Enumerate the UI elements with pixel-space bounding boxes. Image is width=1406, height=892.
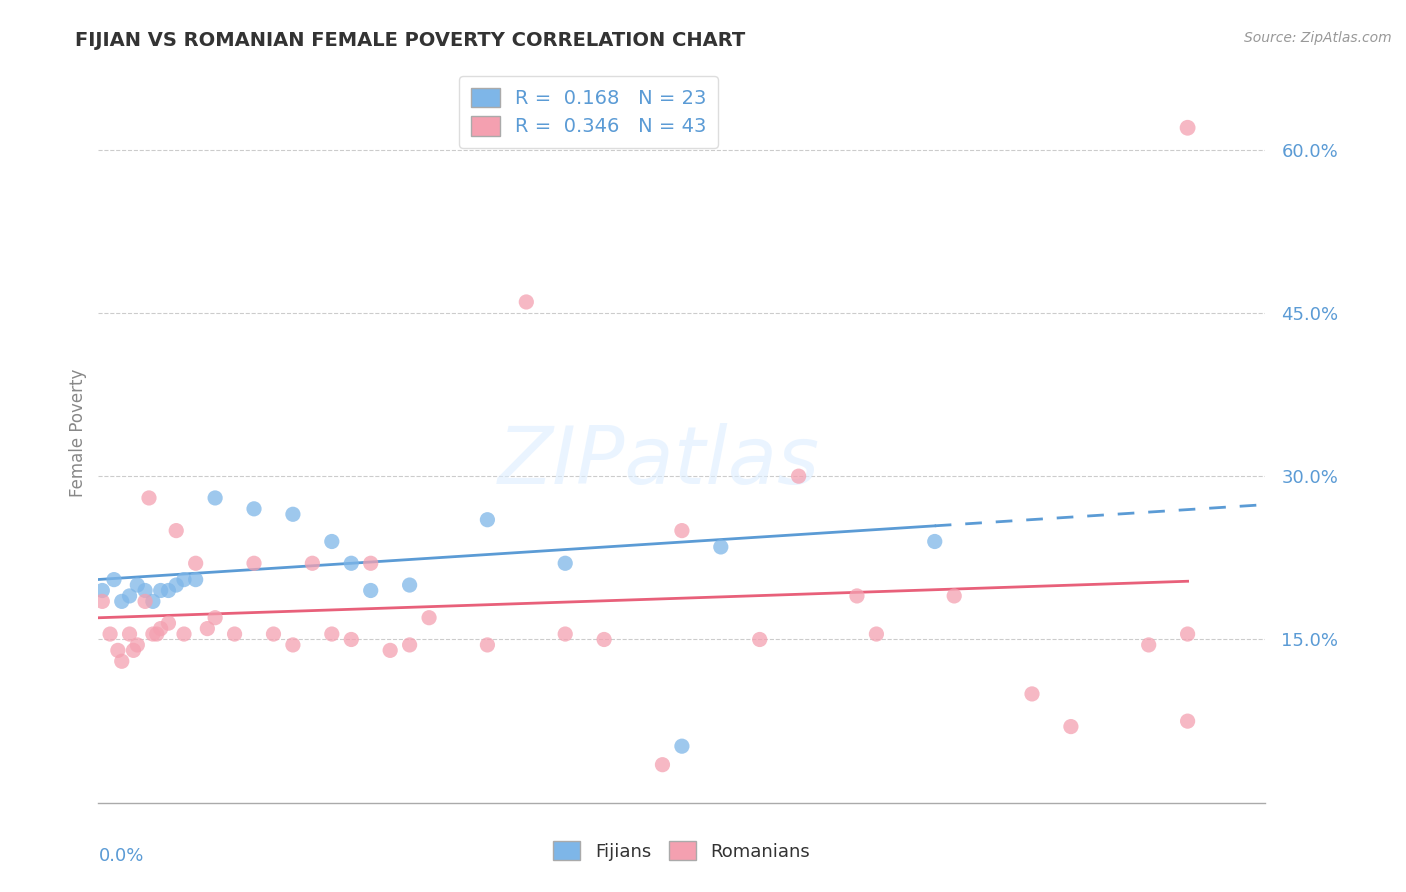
Point [1177, 627, 1199, 641]
Point [281, 508, 304, 522]
Point [398, 578, 420, 592]
Point [321, 534, 343, 549]
Point [157, 616, 180, 631]
Point [146, 627, 169, 641]
Point [184, 573, 207, 587]
Point [138, 491, 160, 505]
Text: ZIPatlas: ZIPatlas [498, 423, 820, 501]
Point [380, 643, 402, 657]
Text: Source: ZipAtlas.com: Source: ZipAtlas.com [1244, 31, 1392, 45]
Point [865, 627, 887, 641]
Point [846, 589, 869, 603]
Point [134, 583, 156, 598]
Point [111, 594, 134, 608]
Point [122, 643, 145, 657]
Point [165, 578, 187, 592]
Point [477, 638, 499, 652]
Point [651, 757, 673, 772]
Point [924, 534, 946, 549]
Text: FIJIAN VS ROMANIAN FEMALE POVERTY CORRELATION CHART: FIJIAN VS ROMANIAN FEMALE POVERTY CORREL… [75, 30, 745, 50]
Point [710, 540, 733, 554]
Point [1021, 687, 1043, 701]
Point [281, 638, 304, 652]
Point [118, 589, 141, 603]
Point [149, 622, 172, 636]
Point [173, 627, 195, 641]
Point [418, 611, 440, 625]
Point [321, 627, 343, 641]
Point [554, 556, 576, 570]
Point [515, 295, 537, 310]
Point [195, 622, 218, 636]
Point [243, 556, 266, 570]
Point [204, 611, 226, 625]
Point [157, 583, 180, 598]
Point [224, 627, 246, 641]
Point [111, 654, 134, 668]
Point [142, 594, 165, 608]
Point [943, 589, 966, 603]
Point [593, 632, 616, 647]
Point [118, 627, 141, 641]
Point [1137, 638, 1160, 652]
Point [301, 556, 323, 570]
Legend: Fijians, Romanians: Fijians, Romanians [546, 834, 818, 868]
Point [554, 627, 576, 641]
Point [103, 573, 125, 587]
Point [107, 643, 129, 657]
Point [398, 638, 420, 652]
Point [262, 627, 284, 641]
Point [184, 556, 207, 570]
Point [360, 556, 382, 570]
Point [127, 578, 149, 592]
Point [173, 573, 195, 587]
Y-axis label: Female Poverty: Female Poverty [69, 368, 87, 497]
Point [1177, 714, 1199, 728]
Point [149, 583, 172, 598]
Point [98, 627, 121, 641]
Point [142, 627, 165, 641]
Point [748, 632, 770, 647]
Point [91, 594, 114, 608]
Point [1060, 720, 1083, 734]
Point [243, 501, 266, 516]
Point [165, 524, 187, 538]
Point [671, 739, 693, 754]
Point [340, 556, 363, 570]
Point [340, 632, 363, 647]
Point [671, 524, 693, 538]
Point [360, 583, 382, 598]
Point [204, 491, 226, 505]
Point [134, 594, 156, 608]
Point [787, 469, 810, 483]
Point [477, 513, 499, 527]
Text: 0.0%: 0.0% [98, 847, 143, 865]
Point [1177, 120, 1199, 135]
Point [91, 583, 114, 598]
Point [127, 638, 149, 652]
